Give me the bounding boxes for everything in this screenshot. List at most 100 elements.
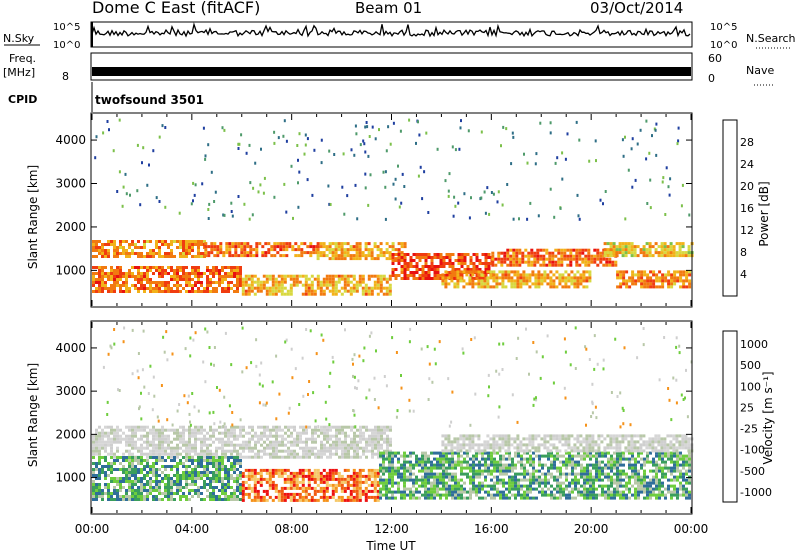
power-cell	[209, 269, 212, 272]
velocity-cell	[343, 468, 347, 472]
power-cell	[116, 255, 119, 258]
velocity-cell	[215, 495, 218, 498]
power-scatter-cell	[688, 213, 691, 217]
velocity-cell	[347, 446, 350, 450]
velocity-cell	[394, 496, 397, 500]
velocity-cell	[529, 490, 532, 494]
velocity-cell	[167, 483, 170, 486]
velocity-cell	[481, 454, 484, 458]
power-cell	[400, 271, 404, 274]
velocity-cell	[224, 483, 227, 486]
velocity-cell	[301, 474, 305, 478]
velocity-cell	[334, 498, 338, 502]
velocity-cell	[236, 449, 239, 453]
power-cell	[239, 269, 242, 272]
power-cell	[521, 251, 525, 255]
velocity-cell	[538, 490, 541, 494]
velocity-cell	[619, 451, 622, 455]
velocity-cell	[194, 483, 197, 486]
power-cell	[682, 279, 686, 283]
velocity-cell	[649, 481, 652, 485]
velocity-cell	[502, 463, 505, 467]
velocity-cell	[227, 471, 230, 474]
velocity-cell	[436, 463, 439, 467]
power-cell	[536, 248, 540, 252]
power-cell	[569, 251, 573, 255]
power-cell	[558, 282, 562, 286]
power-scatter-cell	[142, 146, 145, 150]
power-cell	[361, 254, 365, 258]
velocity-cell	[182, 428, 185, 432]
velocity-cell	[466, 454, 469, 458]
velocity-cell	[167, 474, 170, 477]
velocity-cell	[481, 451, 484, 455]
velocity-cell	[323, 446, 326, 450]
velocity-cell	[505, 496, 508, 500]
velocity-cell	[98, 468, 101, 471]
power-cell	[116, 284, 119, 287]
velocity-cell	[322, 468, 326, 472]
velocity-cell	[179, 440, 182, 444]
velocity-cell	[283, 477, 287, 481]
velocity-cell	[341, 431, 344, 435]
power-cell	[252, 254, 256, 258]
velocity-cell	[119, 477, 122, 480]
power-cell	[678, 248, 682, 252]
velocity-cell	[487, 466, 490, 470]
velocity-cell	[221, 486, 224, 489]
velocity-cell	[367, 489, 371, 493]
power-cell	[480, 282, 484, 286]
power-cell	[427, 256, 431, 259]
velocity-cell	[290, 431, 293, 435]
power-cell	[267, 251, 271, 255]
velocity-cell	[601, 493, 604, 497]
velocity-cell	[415, 463, 418, 467]
velocity-cell	[610, 466, 613, 470]
velocity-cell	[280, 492, 284, 496]
power-scatter-cell	[371, 125, 374, 129]
power-cell	[646, 276, 650, 280]
power-scatter-cell	[677, 126, 680, 130]
velocity-cell	[149, 428, 152, 432]
power-cell	[140, 272, 143, 275]
power-cell	[143, 275, 146, 278]
velocity-cell	[377, 437, 380, 441]
power-cell	[682, 270, 686, 274]
power-scatter-cell	[94, 156, 97, 160]
velocity-cell	[170, 495, 173, 498]
power-cell	[557, 257, 561, 261]
power-cell	[274, 277, 278, 281]
power-cell	[334, 292, 338, 296]
power-cell	[645, 254, 649, 258]
velocity-cell	[215, 446, 218, 450]
velocity-cell	[161, 492, 164, 495]
power-scatter-cell	[458, 147, 461, 151]
velocity-cell	[101, 465, 104, 468]
velocity-cell	[241, 492, 245, 496]
velocity-cell	[502, 457, 505, 461]
power-cell	[225, 245, 229, 249]
velocity-cell	[433, 496, 436, 500]
velocity-cell	[104, 486, 107, 489]
velocity-cell	[331, 477, 335, 481]
velocity-cell	[295, 474, 299, 478]
velocity-cell	[259, 477, 263, 481]
power-cell	[640, 279, 644, 283]
velocity-cell	[197, 437, 200, 441]
velocity-cell	[610, 478, 613, 482]
velocity-cell	[308, 425, 311, 429]
velocity-cell	[275, 434, 278, 438]
velocity-cell	[502, 454, 505, 458]
power-cell	[570, 270, 574, 274]
velocity-cell	[314, 455, 317, 459]
velocity-cell	[122, 471, 125, 474]
power-cell	[116, 252, 119, 255]
power-cell	[524, 254, 528, 258]
power-cell	[95, 272, 98, 275]
power-cell	[110, 284, 113, 287]
power-cell	[200, 281, 203, 284]
velocity-cell	[212, 498, 215, 501]
power-cell	[216, 254, 220, 258]
velocity-cell	[475, 469, 478, 473]
power-scatter-cell	[436, 147, 439, 151]
